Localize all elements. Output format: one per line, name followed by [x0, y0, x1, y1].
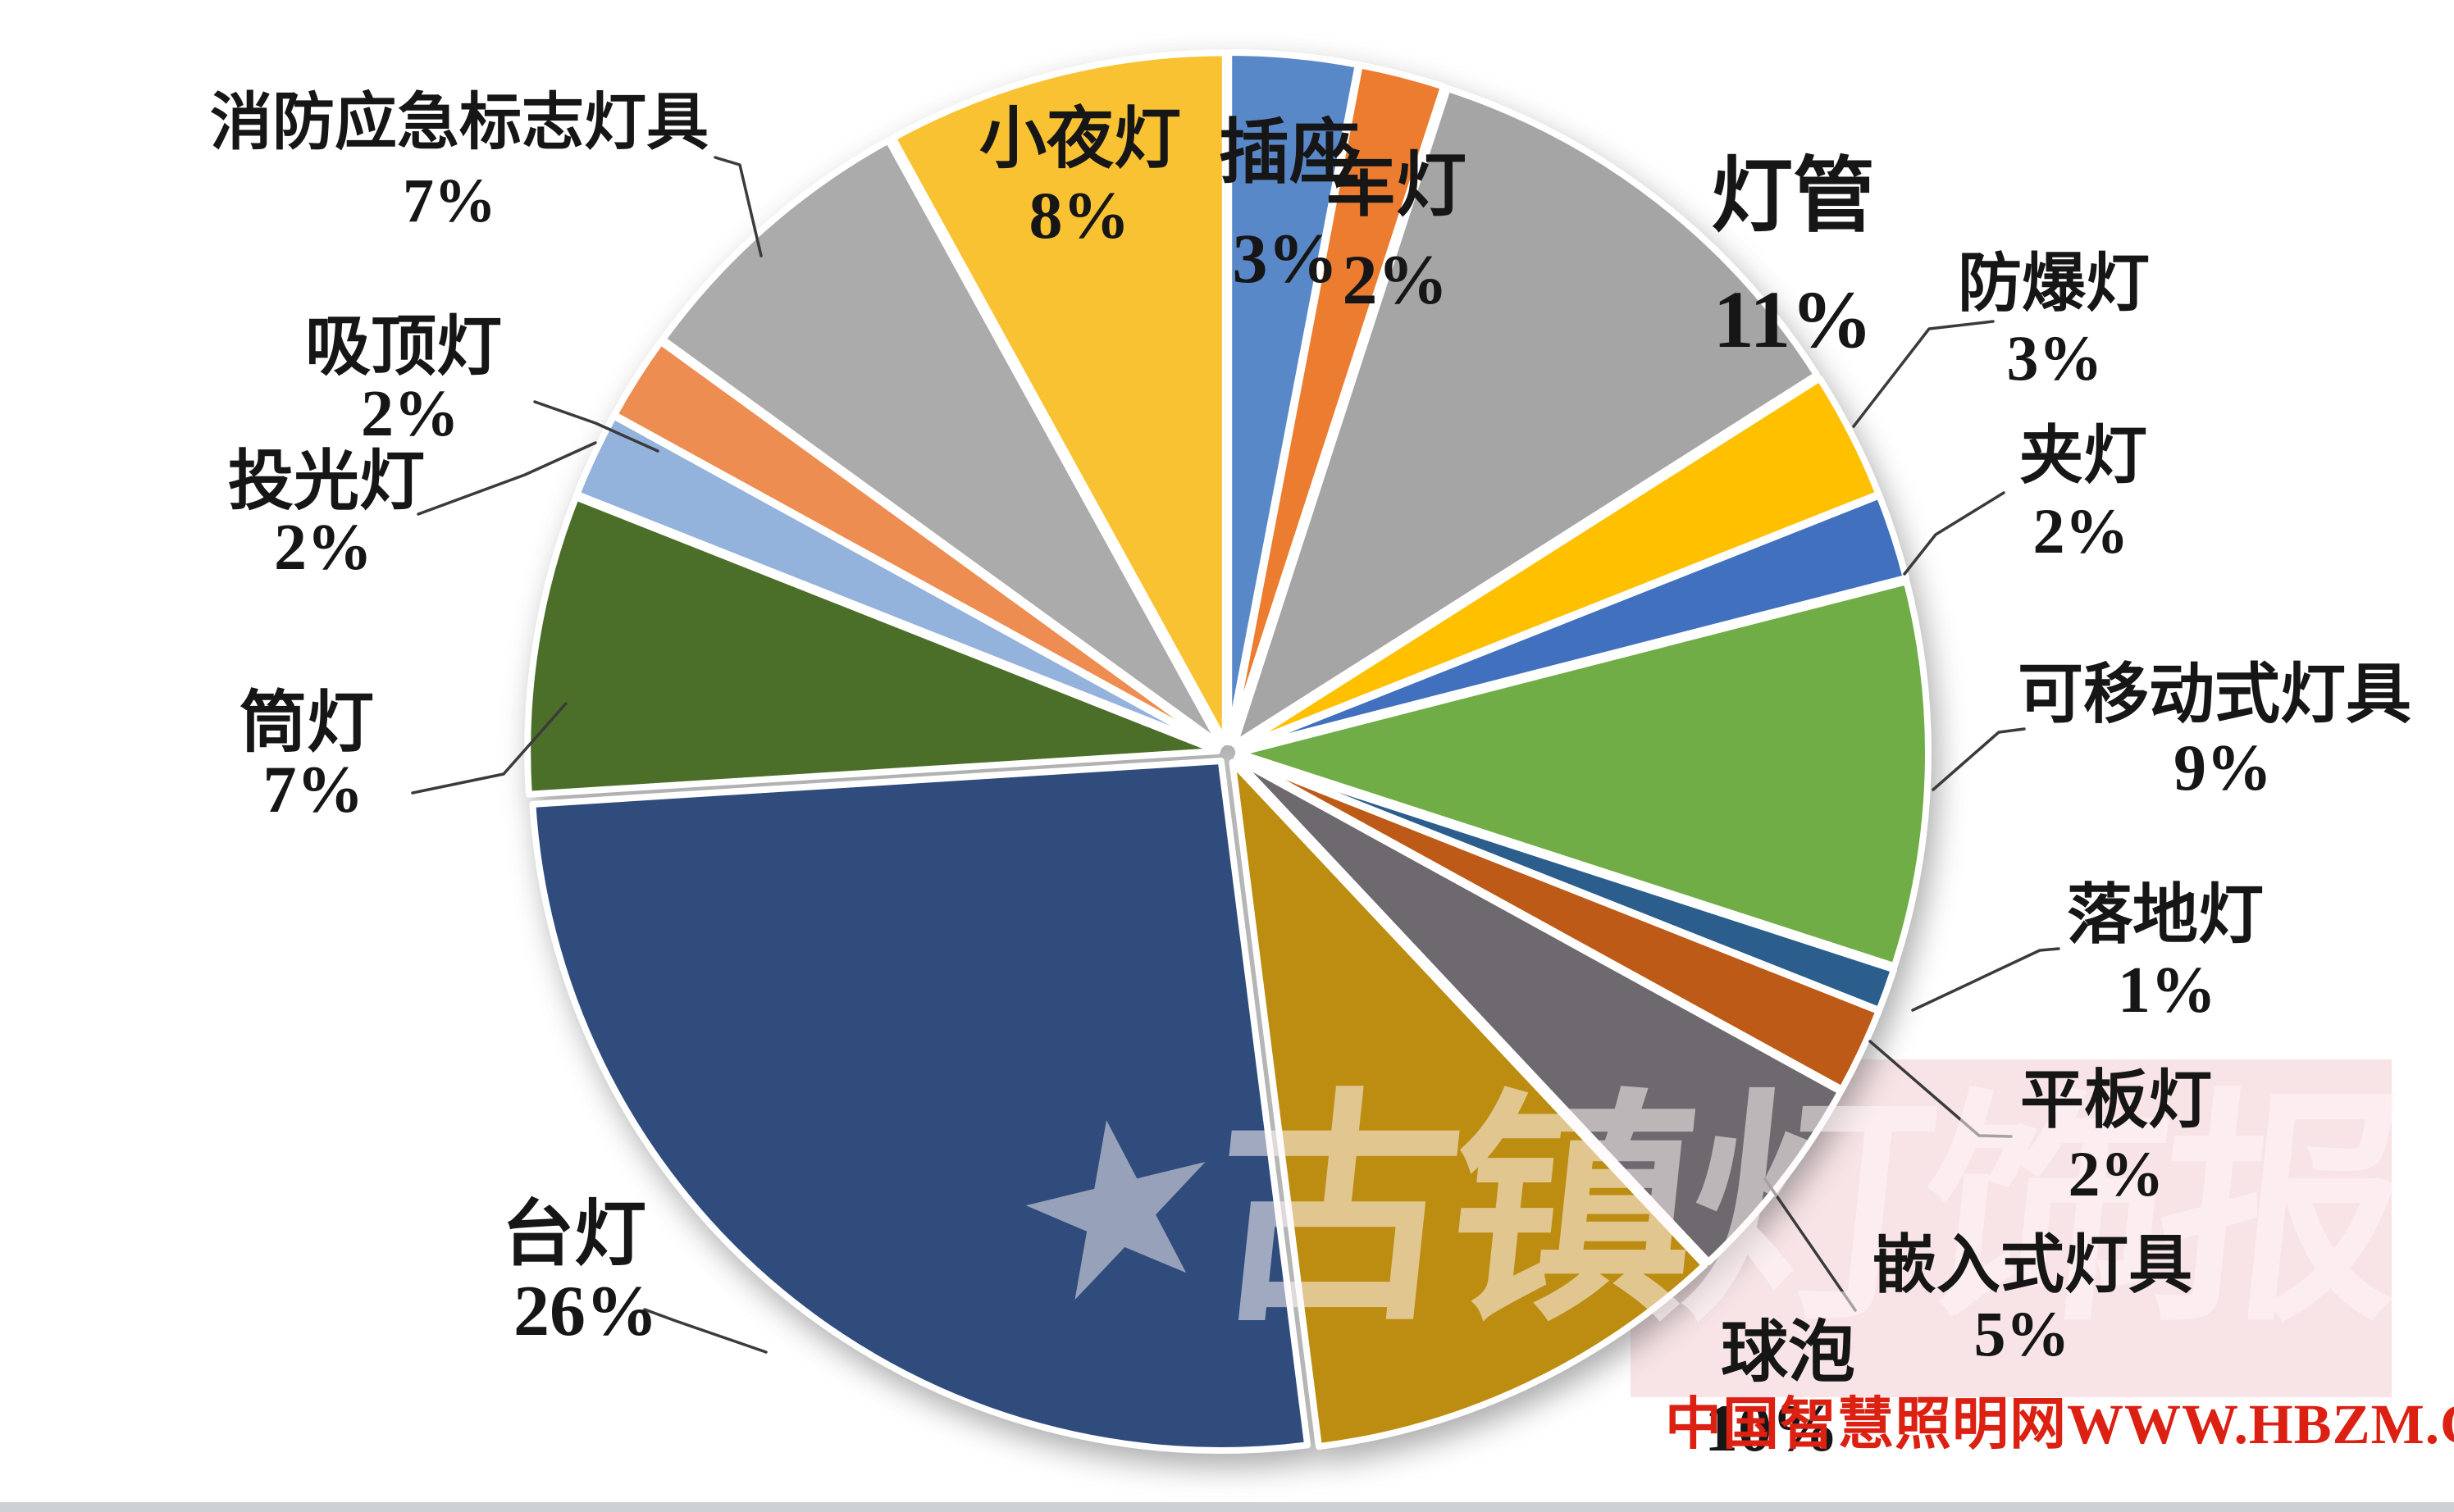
slice-label-平板灯: 平板灯: [2019, 1064, 2213, 1136]
leader-line-消防应急标志灯具: [714, 156, 763, 257]
leader-line-吸顶灯: [533, 400, 659, 453]
slice-pct-小夜灯: 8%: [1029, 178, 1130, 253]
slice-pct-筒灯: 7%: [262, 752, 364, 827]
slice-label-球泡: 球泡: [1720, 1315, 1856, 1390]
slice-pct-投光灯: 2%: [274, 512, 372, 584]
slice-label-防爆灯: 防爆灯: [1957, 248, 2151, 319]
slice-label-台灯: 台灯: [501, 1195, 647, 1275]
pie-slice-球泡: [1229, 758, 1708, 1451]
bottom-edge-bar: [0, 1502, 2454, 1512]
slice-label-夹灯: 夹灯: [2018, 420, 2148, 491]
slice-pct-车灯: 2%: [1342, 240, 1448, 319]
leader-line-台灯: [643, 1308, 768, 1354]
slice-pct-吸顶灯: 2%: [361, 378, 459, 450]
leader-line-夹灯: [1903, 491, 2005, 576]
slice-label-车灯: 车灯: [1325, 146, 1466, 225]
slice-label-嵌入式灯具: 嵌入式灯具: [1872, 1229, 2193, 1300]
pie-slice-夹灯: [1234, 492, 1909, 753]
pie-slice-可移动式灯具: [1234, 578, 1932, 970]
slice-pct-平板灯: 2%: [2068, 1138, 2164, 1209]
leader-line-嵌入式灯具: [1763, 1177, 1857, 1312]
pie-slice-灯管: [1230, 84, 1821, 748]
site-watermark-text: 中国智慧照明网WWW.HBZM.CN: [1665, 1393, 2454, 1455]
slice-label-可移动式灯具: 可移动式灯具: [2018, 659, 2411, 731]
leader-line-筒灯: [411, 702, 568, 795]
slice-pct-嵌入式灯具: 5%: [1973, 1298, 2070, 1369]
pie-slice-车灯: [1227, 61, 1448, 746]
leader-line-防爆灯: [1852, 320, 1995, 428]
slice-pct-可移动式灯具: 9%: [2173, 732, 2272, 804]
leader-line-可移动式灯具: [1932, 727, 2026, 791]
slice-label-灯管: 灯管: [1711, 151, 1875, 242]
pie-slice-小夜灯: [889, 49, 1229, 746]
pie-slice-嵌入式灯具: [1233, 755, 1845, 1266]
slice-label-吸顶灯: 吸顶灯: [305, 312, 502, 384]
slice-pct-灯管: 11%: [1713, 274, 1873, 365]
pie-slice-筒灯: [524, 494, 1221, 798]
leader-line-平板灯: [1868, 1040, 2013, 1138]
slice-label-消防应急标志灯具: 消防应急标志灯具: [210, 89, 709, 157]
leader-line-落地灯: [1911, 947, 2060, 1012]
slice-pct-夹灯: 2%: [2032, 495, 2129, 567]
slice-pct-落地灯: 1%: [2118, 954, 2216, 1027]
slice-pct-防爆灯: 3%: [2006, 322, 2103, 394]
pie-slice-台灯: [529, 758, 1311, 1454]
leader-lines-group: [411, 156, 2060, 1354]
leader-line-投光灯: [417, 441, 597, 516]
slice-label-筒灯: 筒灯: [239, 685, 375, 760]
slice-label-插座: 插座: [1219, 113, 1360, 192]
slice-pct-插座: 3%: [1232, 219, 1339, 298]
slice-label-落地灯: 落地灯: [2067, 880, 2264, 952]
slice-label-小夜灯: 小夜灯: [978, 102, 1182, 176]
slice-pct-球泡: 10%: [1704, 1391, 1839, 1465]
pie-slices-group: [524, 49, 1932, 1454]
slice-pct-台灯: 26%: [513, 1272, 658, 1351]
slice-label-投光灯: 投光灯: [228, 446, 425, 518]
slice-pct-消防应急标志灯具: 7%: [403, 166, 496, 235]
pie-slice-消防应急标志灯具: [659, 137, 1225, 749]
